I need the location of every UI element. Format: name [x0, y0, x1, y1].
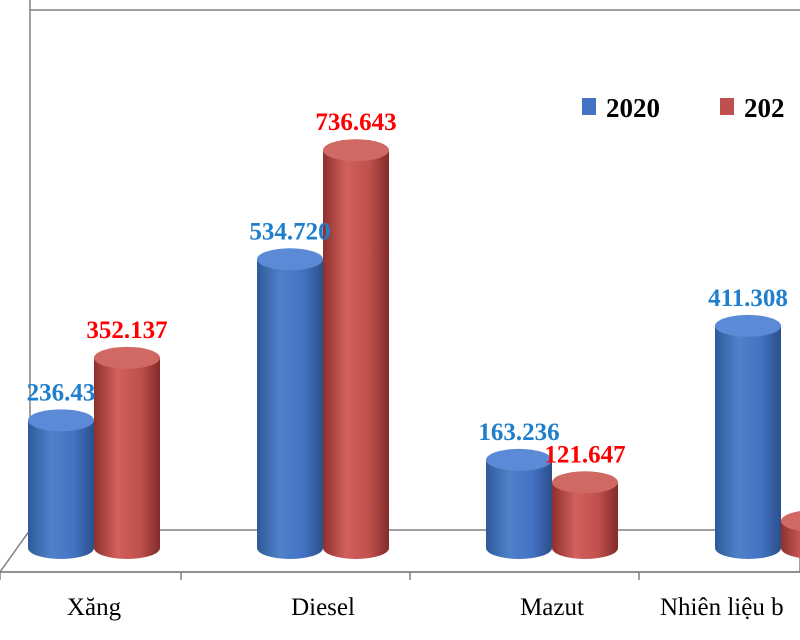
category-label-2: Mazut [520, 594, 584, 621]
bar-202-1 [323, 139, 389, 560]
category-label-1: Diesel [291, 594, 355, 621]
value-label-202-0: 352.137 [86, 317, 167, 344]
category-label-3: Nhiên liệu b [660, 594, 784, 621]
bar-2020-1 [257, 248, 323, 559]
legend-label-2021: 202 [744, 93, 785, 123]
bar-202-3 [781, 511, 800, 558]
value-label-2020-3: 411.308 [708, 285, 788, 312]
bar-202-0 [94, 346, 160, 559]
value-label-202-1: 736.643 [315, 109, 396, 136]
value-label-2020-1: 534.720 [249, 218, 330, 245]
legend: 2020 202 [582, 93, 785, 123]
value-label-2020-0: 236.43 [27, 379, 96, 406]
value-label-2020-2: 163.236 [478, 419, 559, 446]
bar-2020-0 [28, 409, 94, 559]
plot-frame [29, 0, 800, 11]
value-label-202-2: 121.647 [544, 441, 625, 468]
legend-label-2020: 2020 [606, 93, 660, 123]
bar-202-2 [552, 471, 618, 559]
bar-2020-2 [486, 448, 552, 559]
legend-swatch-2021 [720, 98, 734, 115]
bar-2020-3 [715, 314, 781, 559]
legend-swatch-2020 [582, 98, 596, 115]
category-label-0: Xăng [67, 594, 122, 621]
